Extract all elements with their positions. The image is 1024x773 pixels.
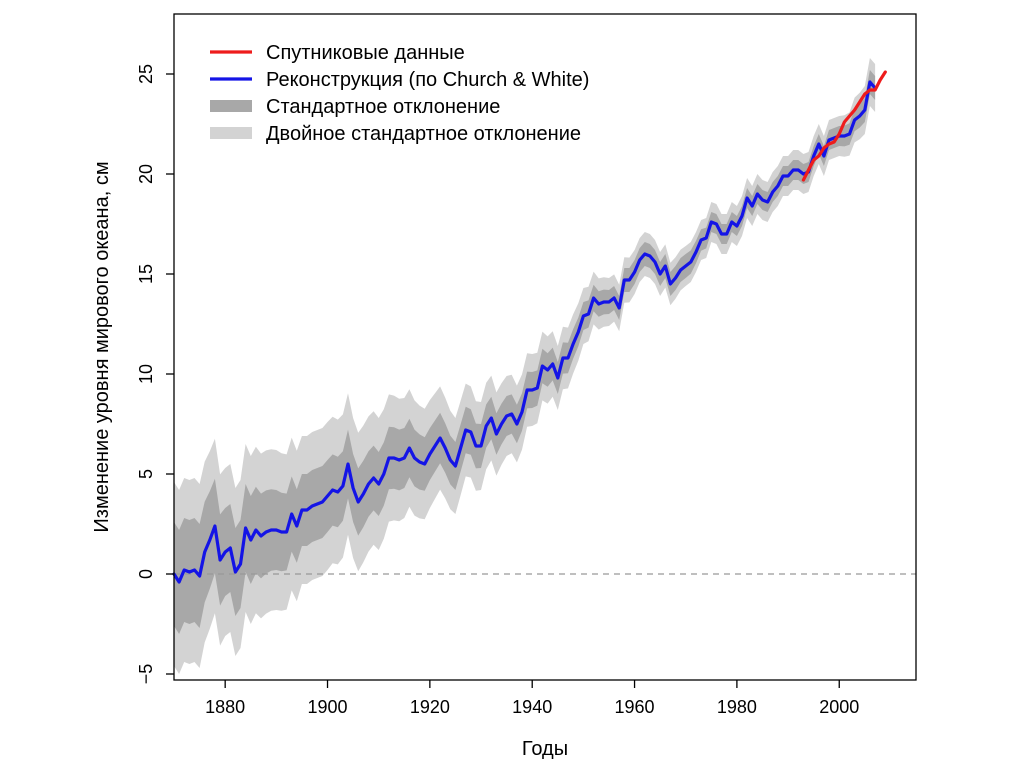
legend-label: Спутниковые данные bbox=[266, 42, 465, 64]
legend-label: Двойное стандартное отклонение bbox=[266, 123, 581, 145]
legend: Спутниковые данные Реконструкция (по Chur… bbox=[210, 42, 589, 145]
x-tick-label: 1920 bbox=[410, 697, 450, 717]
series-lines bbox=[172, 70, 887, 584]
x-tick-label: 1940 bbox=[512, 697, 552, 717]
y-tick-label: 20 bbox=[136, 164, 156, 184]
y-tick-label: 15 bbox=[136, 264, 156, 284]
x-tick-label: 2000 bbox=[819, 697, 859, 717]
satellite-data-line bbox=[801, 70, 887, 182]
y-tick-label: 0 bbox=[136, 569, 156, 579]
y-tick-label: −5 bbox=[136, 664, 156, 685]
x-tick-label: 1880 bbox=[205, 697, 245, 717]
x-tick-label: 1900 bbox=[307, 697, 347, 717]
y-axis-title: Изменение уровня мирового океана, см bbox=[91, 161, 113, 532]
x-axis-title: Годы bbox=[522, 738, 568, 760]
legend-swatch bbox=[210, 100, 252, 112]
y-axis: −5 0 5 10 15 20 25 bbox=[136, 64, 174, 684]
y-tick-label: 10 bbox=[136, 364, 156, 384]
legend-label: Стандартное отклонение bbox=[266, 96, 500, 118]
reconstruction-line bbox=[172, 80, 877, 584]
legend-label: Реконструкция (по Church & White) bbox=[266, 69, 589, 91]
uncertainty-bands bbox=[174, 58, 876, 674]
two-sd-band bbox=[174, 58, 876, 674]
y-tick-label: 25 bbox=[136, 64, 156, 84]
legend-swatch bbox=[210, 127, 252, 139]
x-tick-label: 1980 bbox=[717, 697, 757, 717]
plot-frame bbox=[173, 13, 917, 681]
x-tick-label: 1960 bbox=[615, 697, 655, 717]
y-tick-label: 5 bbox=[136, 469, 156, 479]
x-axis: 1880 1900 1920 1940 1960 1980 2000 bbox=[205, 680, 859, 717]
one-sd-band bbox=[174, 70, 876, 634]
